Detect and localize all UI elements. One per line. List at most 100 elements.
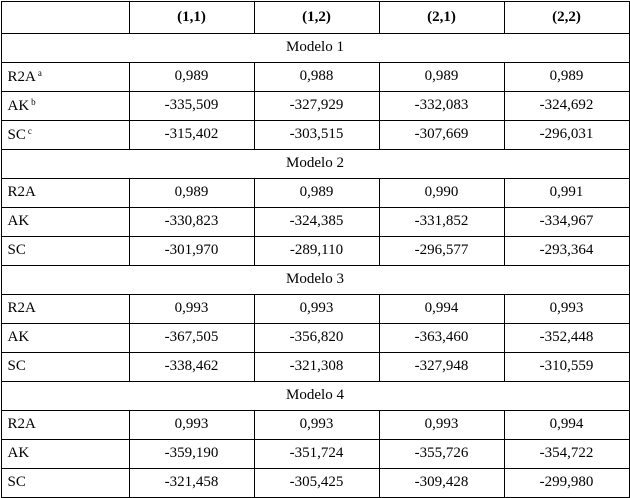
value-cell: -330,823 [128, 206, 255, 237]
value-cell: -289,110 [253, 235, 380, 266]
section-title: Modelo 4 [0, 380, 630, 411]
section-title: Modelo 3 [0, 264, 630, 295]
data-row: AK -359,190 -351,724 -355,726 -354,722 [0, 438, 630, 469]
value-cell: -296,031 [503, 119, 630, 150]
footnote-mark: c [27, 125, 32, 136]
value-cell: -338,462 [128, 351, 255, 382]
value-cell: -327,948 [378, 351, 505, 382]
row-label: R2A [0, 409, 130, 440]
value-cell: 0,990 [378, 177, 505, 208]
section-row: Modelo 2 [0, 148, 630, 179]
section-title: Modelo 1 [0, 32, 630, 63]
value-cell: 0,993 [128, 409, 255, 440]
section-row: Modelo 3 [0, 264, 630, 295]
value-cell: 0,993 [378, 409, 505, 440]
row-label-text: SC [7, 126, 26, 143]
value-cell: 0,993 [503, 293, 630, 324]
data-row: AK -330,823 -324,385 -331,852 -334,967 [0, 206, 630, 237]
value-cell: -352,448 [503, 322, 630, 353]
value-cell: 0,989 [128, 61, 255, 92]
value-cell: -334,967 [503, 206, 630, 237]
data-row: AK -367,505 -356,820 -363,460 -352,448 [0, 322, 630, 353]
value-cell: -293,364 [503, 235, 630, 266]
value-cell: -307,669 [378, 119, 505, 150]
value-cell: 0,993 [253, 409, 380, 440]
column-header: (1,2) [253, 0, 380, 34]
row-label: SC c [0, 119, 130, 150]
section-row: Modelo 4 [0, 380, 630, 411]
value-cell: -301,970 [128, 235, 255, 266]
value-cell: -305,425 [253, 467, 380, 498]
row-label-text: R2A [7, 68, 36, 85]
value-cell: -321,458 [128, 467, 255, 498]
value-cell: 0,994 [378, 293, 505, 324]
value-cell: -331,852 [378, 206, 505, 237]
value-cell: -332,083 [378, 90, 505, 121]
row-label: SC [0, 235, 130, 266]
value-cell: -351,724 [253, 438, 380, 469]
row-label: AK [0, 438, 130, 469]
header-row: (1,1) (1,2) (2,1) (2,2) [0, 0, 630, 34]
data-row: SC -338,462 -321,308 -327,948 -310,559 [0, 351, 630, 382]
value-cell: 0,988 [253, 61, 380, 92]
row-label: AK b [0, 90, 130, 121]
row-label-text: AK [7, 97, 30, 114]
footnote-mark: a [37, 67, 42, 78]
value-cell: -367,505 [128, 322, 255, 353]
value-cell: 0,989 [503, 61, 630, 92]
value-cell: -355,726 [378, 438, 505, 469]
row-label-text: SC [7, 242, 26, 258]
data-row: R2A a 0,989 0,988 0,989 0,989 [0, 61, 630, 92]
data-row: SC c -315,402 -303,515 -307,669 -296,031 [0, 119, 630, 150]
row-label: AK [0, 322, 130, 353]
value-cell: -359,190 [128, 438, 255, 469]
data-row: R2A 0,989 0,989 0,990 0,991 [0, 177, 630, 208]
value-cell: -310,559 [503, 351, 630, 382]
data-row: R2A 0,993 0,993 0,994 0,993 [0, 293, 630, 324]
column-header: (2,2) [503, 0, 630, 34]
row-label: AK [0, 206, 130, 237]
row-label-text: AK [7, 445, 30, 461]
value-cell: -356,820 [253, 322, 380, 353]
column-header: (2,1) [378, 0, 505, 34]
value-cell: -321,308 [253, 351, 380, 382]
column-header: (1,1) [128, 0, 255, 34]
value-cell: -299,980 [503, 467, 630, 498]
value-cell: -363,460 [378, 322, 505, 353]
value-cell: 0,989 [378, 61, 505, 92]
value-cell: 0,993 [128, 293, 255, 324]
value-cell: -327,929 [253, 90, 380, 121]
data-row: AK b -335,509 -327,929 -332,083 -324,692 [0, 90, 630, 121]
value-cell: -303,515 [253, 119, 380, 150]
data-row: SC -301,970 -289,110 -296,577 -293,364 [0, 235, 630, 266]
value-cell: -315,402 [128, 119, 255, 150]
row-label-text: R2A [7, 416, 36, 432]
value-cell: 0,989 [253, 177, 380, 208]
value-cell: -324,385 [253, 206, 380, 237]
value-cell: -296,577 [378, 235, 505, 266]
data-row: R2A 0,993 0,993 0,993 0,994 [0, 409, 630, 440]
row-label: SC [0, 467, 130, 498]
footnote-mark: b [31, 96, 36, 107]
row-label: SC [0, 351, 130, 382]
value-cell: -309,428 [378, 467, 505, 498]
row-label: R2A [0, 293, 130, 324]
row-label-text: AK [7, 329, 30, 345]
value-cell: -324,692 [503, 90, 630, 121]
value-cell: 0,993 [253, 293, 380, 324]
data-row: SC -321,458 -305,425 -309,428 -299,980 [0, 467, 630, 498]
row-label-text: SC [7, 474, 26, 490]
section-title: Modelo 2 [0, 148, 630, 179]
row-label: R2A a [0, 61, 130, 92]
row-label-text: R2A [7, 184, 36, 200]
value-cell: 0,991 [503, 177, 630, 208]
value-cell: 0,994 [503, 409, 630, 440]
row-label-text: AK [7, 213, 30, 229]
row-label-text: SC [7, 358, 26, 374]
corner-cell [0, 0, 130, 34]
row-label: R2A [0, 177, 130, 208]
value-cell: -354,722 [503, 438, 630, 469]
